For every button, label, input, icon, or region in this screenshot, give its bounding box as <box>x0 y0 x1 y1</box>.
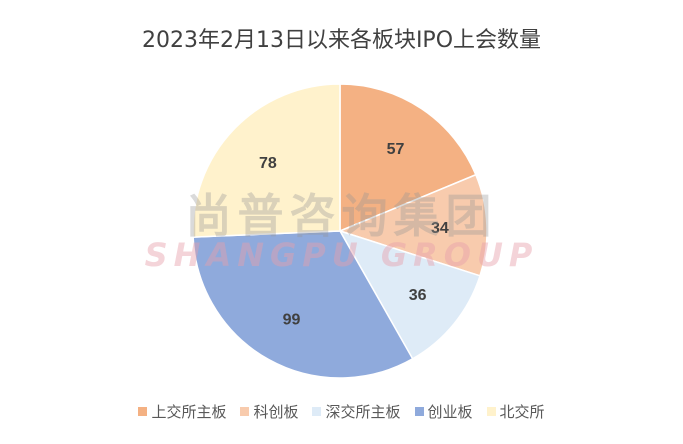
legend-item: 深交所主板 <box>312 401 401 422</box>
legend-swatch <box>312 407 322 416</box>
pie-slice-0 <box>339 83 477 233</box>
data-label-2: 36 <box>409 287 427 304</box>
data-label-1: 34 <box>431 220 449 237</box>
legend-label: 创业板 <box>427 403 473 421</box>
legend-item: 创业板 <box>414 401 473 422</box>
legend-label: 上交所主板 <box>151 403 227 421</box>
legend-swatch <box>240 407 250 416</box>
pie-slice-2 <box>338 229 481 360</box>
pie-slice-1 <box>337 173 488 277</box>
chart-title: 2023年2月13日以来各板块IPO上会数量 <box>141 28 542 53</box>
legend-label: 科创板 <box>253 403 299 421</box>
legend-swatch <box>138 407 148 416</box>
legend-swatch <box>414 407 424 416</box>
pie-slice-4 <box>192 83 341 238</box>
data-label-3: 99 <box>283 311 301 328</box>
legend-swatch <box>486 407 496 416</box>
pie-slice-3 <box>192 230 414 379</box>
data-label-0: 57 <box>387 141 405 158</box>
legend-item: 上交所主板 <box>138 401 226 422</box>
legend-item: 北交所 <box>486 401 545 422</box>
watermark-en: SHANGPU GROUP <box>144 236 539 274</box>
legend-label: 北交所 <box>499 403 545 421</box>
watermark-cn: 尚普咨询集团 <box>185 189 498 243</box>
legend-item: 科创板 <box>240 401 298 422</box>
legend-label: 深交所主板 <box>325 403 401 421</box>
data-label-4: 78 <box>259 155 277 172</box>
legend: 上交所主板 科创板 深交所主板 创业板 北交所 <box>0 401 683 422</box>
